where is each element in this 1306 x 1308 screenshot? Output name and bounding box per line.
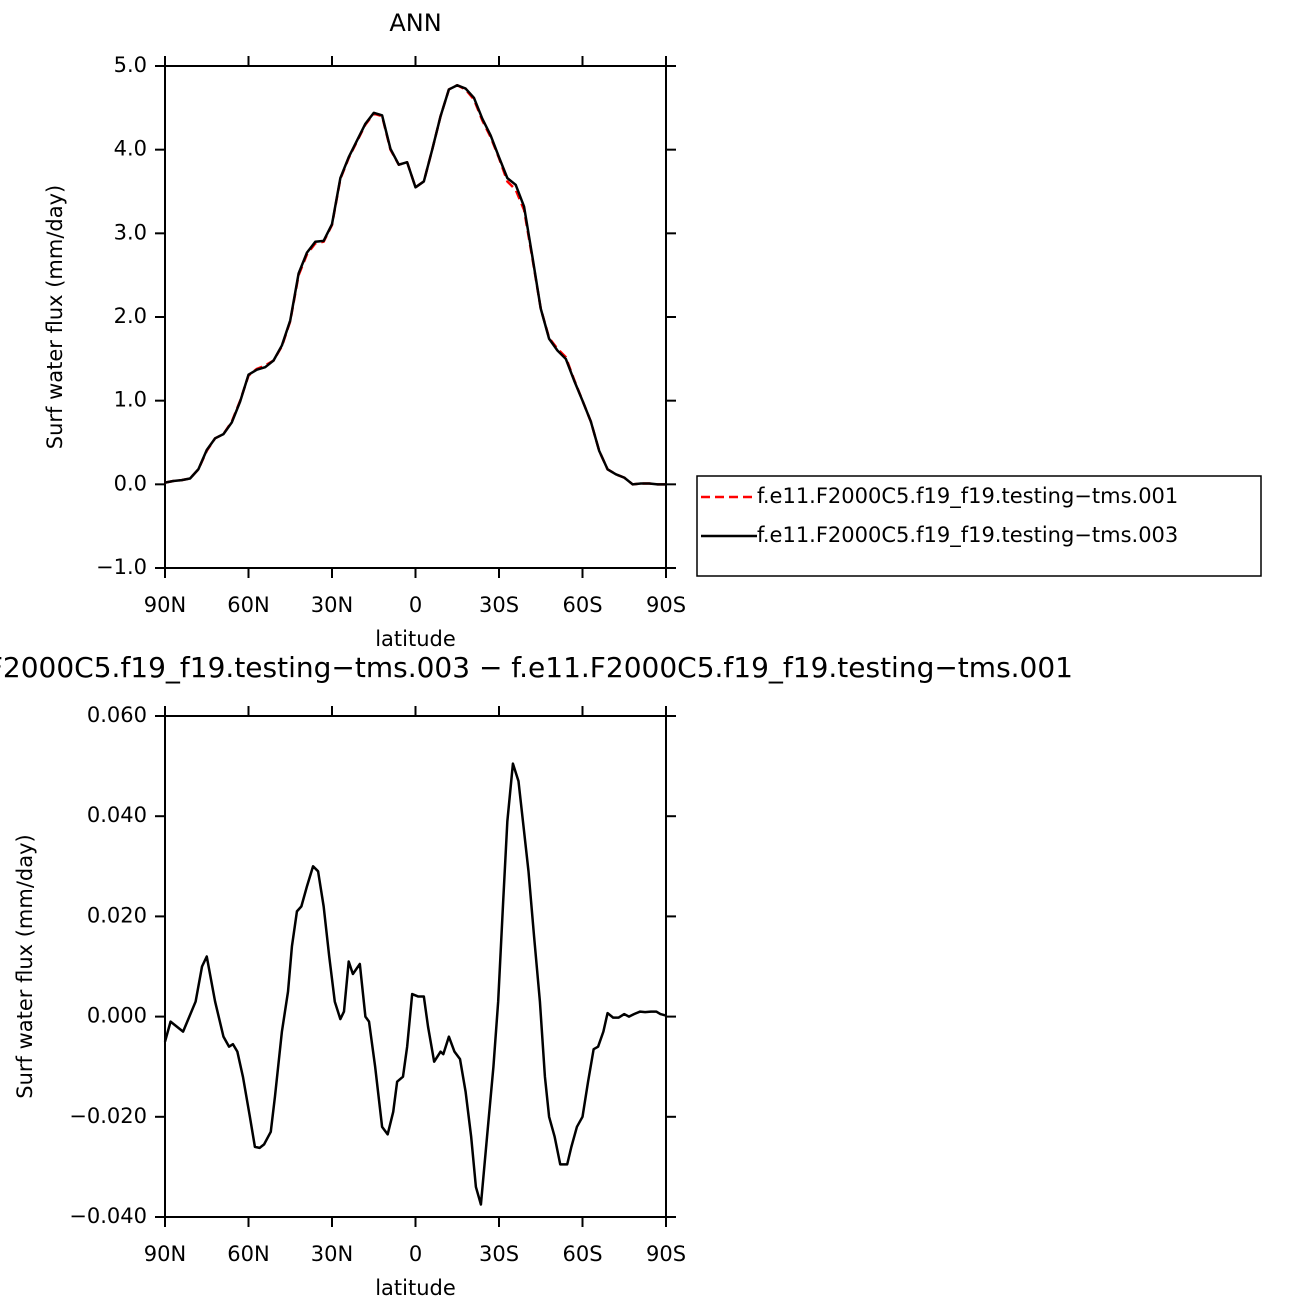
y-tick-label: −1.0	[96, 555, 147, 579]
y-tick-label: 2.0	[114, 304, 147, 328]
x-axis-label: latitude	[375, 1276, 456, 1300]
x-tick-label: 90S	[646, 1242, 686, 1266]
y-tick-label: 1.0	[114, 388, 147, 412]
x-tick-label: 90S	[646, 593, 686, 617]
plot-frame	[164, 715, 667, 1218]
legend-label: f.e11.F2000C5.f19_f19.testing−tms.001	[757, 484, 1178, 509]
y-tick-label: 3.0	[114, 220, 147, 244]
y-tick-label: −0.040	[69, 1204, 147, 1228]
x-tick-label: 0	[409, 1242, 422, 1266]
x-tick-label: 90N	[144, 1242, 186, 1266]
y-tick-label: 0.000	[87, 1004, 147, 1028]
chart-title: f.e11.F2000C5.f19_f19.testing−tms.003 − …	[0, 651, 1073, 684]
x-tick-label: 30N	[311, 1242, 353, 1266]
x-axis-label: latitude	[375, 627, 456, 651]
y-tick-label: 4.0	[114, 137, 147, 161]
y-tick-label: 0.0	[114, 471, 147, 495]
series-line	[163, 762, 667, 1206]
series-line	[164, 83, 666, 486]
x-tick-label: 30N	[311, 593, 353, 617]
x-tick-label: 60S	[562, 1242, 602, 1266]
x-tick-label: 60N	[227, 1242, 269, 1266]
x-tick-label: 30S	[479, 593, 519, 617]
y-tick-label: 0.040	[87, 803, 147, 827]
legend-box	[696, 475, 1262, 577]
x-tick-label: 30S	[479, 1242, 519, 1266]
x-tick-label: 90N	[144, 593, 186, 617]
plot-frame	[164, 65, 667, 569]
x-tick-label: 60N	[227, 593, 269, 617]
y-tick-label: −0.020	[69, 1104, 147, 1128]
y-tick-label: 0.020	[87, 903, 147, 927]
legend-label: f.e11.F2000C5.f19_f19.testing−tms.003	[757, 523, 1178, 548]
y-axis-label: Surf water flux (mm/day)	[13, 834, 37, 1099]
y-tick-label: 5.0	[114, 53, 147, 77]
x-tick-label: 60S	[562, 593, 602, 617]
y-tick-label: 0.060	[87, 703, 147, 727]
y-axis-label: Surf water flux (mm/day)	[43, 185, 67, 450]
chart-title: ANN	[389, 9, 441, 37]
x-tick-label: 0	[409, 593, 422, 617]
